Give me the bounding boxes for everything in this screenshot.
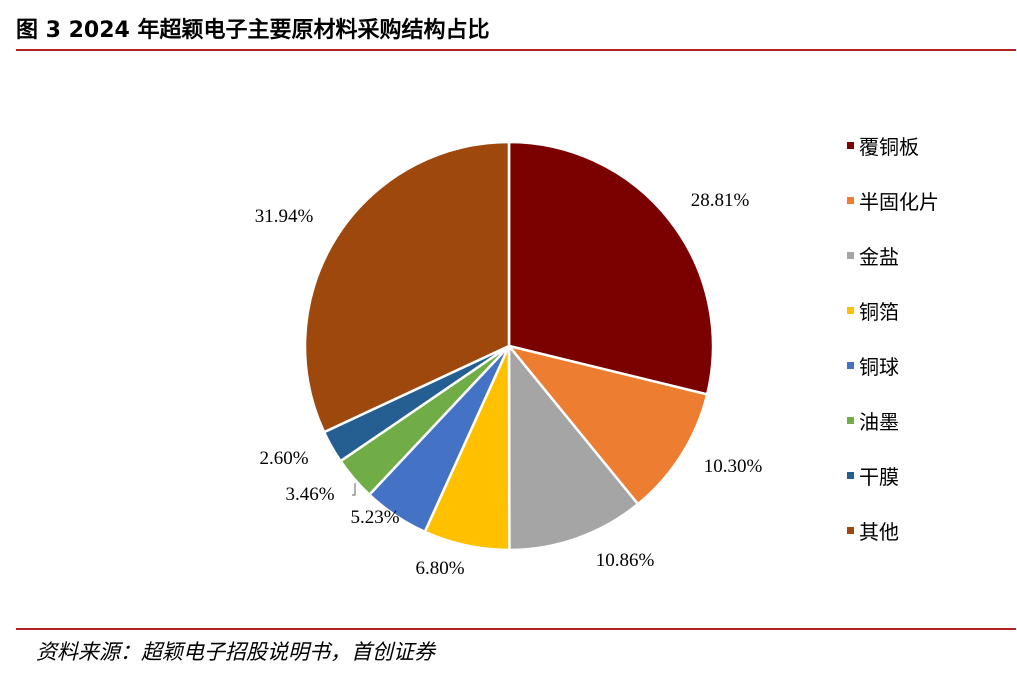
- title-rule: [16, 49, 1016, 51]
- legend-swatch-4: [847, 307, 854, 314]
- source-note: 资料来源：超颖电子招股说明书，首创证券: [36, 640, 435, 664]
- legend-label-1: 覆铜板: [859, 135, 919, 159]
- legend-swatch-6: [847, 417, 854, 424]
- data-label-7: 2.60%: [259, 448, 308, 469]
- legend-label-5: 铜球: [859, 355, 899, 379]
- figure-title: 图 3 2024 年超颖电子主要原材料采购结构占比: [16, 18, 490, 43]
- leader-line-oil-ink: [352, 483, 356, 496]
- legend-swatch-1: [847, 142, 854, 149]
- data-label-3: 10.86%: [596, 550, 655, 571]
- data-label-1: 28.81%: [691, 190, 750, 211]
- legend-label-3: 金盐: [859, 245, 899, 269]
- data-label-2: 10.30%: [704, 456, 763, 477]
- legend-swatch-3: [847, 252, 854, 259]
- pie-slice-8: [303, 140, 511, 434]
- legend-swatch-8: [847, 527, 854, 534]
- data-labels: 28.81% 10.30% 10.86% 6.80% 5.23% 3.46% 2.60% 31…: [255, 190, 763, 579]
- pie-slice-3: [507, 342, 640, 552]
- legend-label-7: 干膜: [859, 465, 899, 489]
- data-label-4: 6.80%: [415, 558, 464, 579]
- data-label-5: 5.23%: [350, 507, 399, 528]
- source-rule: [16, 628, 1016, 630]
- legend-swatch-7: [847, 472, 854, 479]
- legend-label-2: 半固化片: [859, 190, 939, 214]
- legend-label-8: 其他: [859, 520, 899, 544]
- pie-chart: 28.81% 10.30% 10.86% 6.80% 5.23% 3.46% 2.60% 31…: [255, 135, 939, 579]
- legend-label-6: 油墨: [859, 410, 899, 434]
- legend-label-4: 铜箔: [859, 300, 899, 324]
- data-label-6: 3.46%: [285, 484, 334, 505]
- pie-slices: [303, 140, 715, 552]
- pie-slice-1: [507, 140, 715, 396]
- leader-lines: [352, 483, 356, 496]
- pie-slice-2: [505, 343, 709, 506]
- data-label-8: 31.94%: [255, 206, 314, 227]
- legend-swatch-5: [847, 362, 854, 369]
- legend-swatch-2: [847, 197, 854, 204]
